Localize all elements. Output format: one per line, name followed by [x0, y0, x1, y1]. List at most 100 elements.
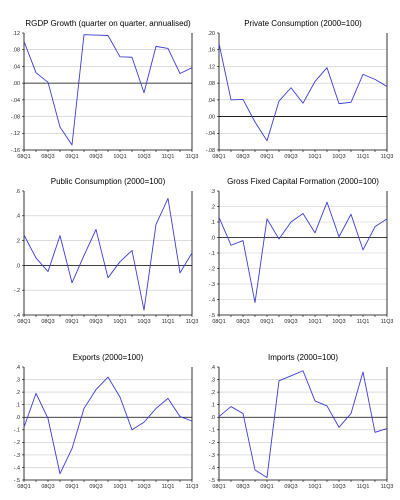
series-line [23, 34, 193, 146]
y-tick-label: -.3 [14, 453, 20, 459]
y-tick-label: .16 [208, 48, 216, 54]
x-tick-label: 10Q1 [113, 154, 126, 160]
y-tick-label: -.1 [14, 428, 20, 434]
y-tick-label: -.5 [209, 313, 215, 319]
y-tick-label: .2 [211, 204, 216, 210]
y-tick-label: -.2 [209, 440, 215, 446]
y-tick-label: -.5 [14, 478, 20, 484]
y-tick-label: -.2 [209, 266, 215, 272]
x-tick-label: 08Q3 [236, 484, 249, 490]
x-tick-label: 08Q1 [212, 484, 225, 490]
x-tick-label: 11Q1 [357, 484, 370, 490]
x-tick-label: 10Q1 [308, 154, 321, 160]
x-tick-label: 10Q1 [113, 319, 126, 325]
x-tick-label: 08Q1 [17, 484, 30, 490]
y-tick-label: .0 [16, 415, 21, 421]
x-tick-label: 08Q1 [17, 319, 30, 325]
y-tick-label: .0 [211, 235, 216, 241]
x-tick-label: 09Q3 [89, 319, 102, 325]
x-tick-label: 10Q3 [137, 484, 150, 490]
y-tick-label: .4 [211, 365, 216, 371]
x-tick-label: 10Q1 [308, 319, 321, 325]
y-tick-label: .2 [211, 390, 216, 396]
y-tick-label: .6 [16, 189, 21, 195]
x-tick-label: 08Q1 [17, 154, 30, 160]
x-tick-label: 11Q1 [162, 154, 175, 160]
y-tick-label: -.4 [14, 465, 20, 471]
x-tick-label: 10Q3 [137, 154, 150, 160]
x-tick-label: 10Q3 [332, 319, 345, 325]
y-tick-label: .08 [208, 81, 216, 87]
y-tick-label: -.12 [11, 131, 20, 137]
x-tick-label: 08Q3 [41, 484, 54, 490]
chart-title: Public Consumption (2000=100) [51, 177, 166, 186]
y-tick-label: .4 [16, 365, 21, 371]
x-tick-label: 10Q3 [332, 484, 345, 490]
y-tick-label: .1 [211, 403, 216, 409]
x-tick-label: 09Q1 [65, 154, 78, 160]
y-tick-label: .1 [211, 220, 216, 226]
x-tick-label: 09Q1 [65, 319, 78, 325]
x-tick-label: 09Q3 [89, 484, 102, 490]
y-tick-label: -.1 [209, 251, 215, 257]
chart-title: Exports (2000=100) [73, 353, 144, 362]
y-tick-label: .2 [16, 390, 21, 396]
y-tick-label: -.08 [206, 148, 215, 154]
y-tick-label: -.04 [11, 98, 20, 104]
y-tick-label: .3 [211, 377, 216, 383]
y-tick-label: -.4 [209, 297, 215, 303]
y-tick-label: -.1 [209, 428, 215, 434]
y-tick-label: .12 [13, 31, 21, 37]
y-tick-label: .00 [208, 114, 216, 120]
x-tick-label: 08Q3 [236, 319, 249, 325]
y-tick-label: .12 [208, 64, 216, 70]
y-tick-label: .3 [16, 377, 21, 383]
x-tick-label: 11Q3 [381, 484, 394, 490]
x-tick-label: 11Q1 [357, 319, 370, 325]
y-tick-label: .3 [211, 189, 216, 195]
y-tick-label: -.08 [11, 114, 20, 120]
x-tick-label: 11Q1 [162, 484, 175, 490]
x-tick-label: 09Q1 [65, 484, 78, 490]
x-tick-label: 10Q1 [113, 484, 126, 490]
chart-title: Private Consumption (2000=100) [244, 19, 362, 28]
y-tick-label: .1 [16, 403, 21, 409]
y-tick-label: -.3 [209, 453, 215, 459]
y-tick-label: .0 [211, 415, 216, 421]
chart-panel-4: Gross Fixed Capital Formation (2000=100)… [209, 177, 394, 325]
chart-panel-5: Exports (2000=100) .4 .3 .2 .1 .0 -.1 -.2 -.3 -.4… [14, 353, 199, 490]
x-tick-label: 08Q1 [212, 319, 225, 325]
x-tick-label: 09Q3 [284, 154, 297, 160]
series-line [218, 43, 388, 142]
chart-panel-1: RGDP Growth (quarter on quarter, annuali… [11, 19, 199, 160]
x-tick-label: 08Q3 [236, 154, 249, 160]
chart-panel-2: Private Consumption (2000=100) .20 .16 .12.… [206, 19, 394, 160]
x-tick-label: 10Q3 [332, 154, 345, 160]
x-tick-label: 10Q1 [308, 484, 321, 490]
chart-panel-3: Public Consumption (2000=100) .6 .4 .2 .0 -.2… [14, 177, 199, 325]
chart-title: RGDP Growth (quarter on quarter, annuali… [25, 19, 191, 28]
x-tick-label: 10Q3 [137, 319, 150, 325]
x-tick-label: 11Q1 [357, 154, 370, 160]
chart-panel-6: Imports (2000=100) .4 .3 .2 .1 .0 -.1 -.2 -.3 -.4… [209, 353, 394, 490]
y-tick-label: -.2 [14, 288, 20, 294]
series-line [218, 370, 388, 478]
x-tick-label: 09Q3 [284, 484, 297, 490]
y-tick-label: .00 [13, 81, 21, 87]
y-tick-label: .20 [208, 31, 216, 37]
y-tick-label: -.2 [14, 440, 20, 446]
x-tick-label: 09Q1 [260, 484, 273, 490]
x-tick-label: 11Q3 [381, 319, 394, 325]
y-tick-label: -.3 [209, 282, 215, 288]
x-tick-label: 08Q3 [41, 154, 54, 160]
y-tick-label: .08 [13, 48, 21, 54]
y-tick-label: -.04 [206, 131, 215, 137]
y-tick-label: -.16 [11, 148, 20, 154]
x-tick-label: 11Q3 [381, 154, 394, 160]
x-tick-label: 08Q3 [41, 319, 54, 325]
y-tick-label: .0 [16, 263, 21, 269]
y-tick-label: .2 [16, 239, 21, 245]
chart-title: Gross Fixed Capital Formation (2000=100) [227, 177, 379, 186]
x-tick-label: 11Q3 [186, 154, 199, 160]
